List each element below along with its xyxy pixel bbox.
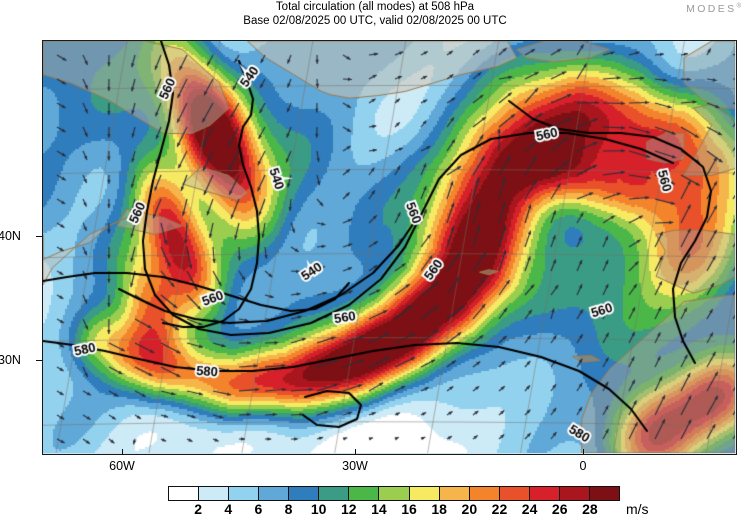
brand-text: MODES xyxy=(686,3,737,15)
colorbar-tick-18: 18 xyxy=(431,501,447,517)
colorbar-tick-12: 12 xyxy=(341,501,357,517)
colorbar-tick-16: 16 xyxy=(401,501,417,517)
colorbar-tick-2: 2 xyxy=(194,501,203,517)
y-axis-label-30n: 30N xyxy=(0,353,21,367)
y-axis-label-40n: 40N xyxy=(0,229,21,243)
chart-title-line2: Base 02/08/2025 00 UTC, valid 02/08/2025… xyxy=(243,14,507,27)
colorbar-tick-14: 14 xyxy=(371,501,387,517)
y-axis-tick xyxy=(36,236,42,238)
colorbar-swatch xyxy=(559,487,590,500)
x-axis-tick xyxy=(122,449,124,455)
colorbar-swatch xyxy=(589,487,619,500)
colorbar-tick-24: 24 xyxy=(521,501,538,517)
colorbar-tick-26: 26 xyxy=(551,501,568,517)
colorbar-swatch xyxy=(289,487,320,500)
colorbar-tick-22: 22 xyxy=(491,501,508,517)
colorbar-tick-28: 28 xyxy=(582,501,598,517)
colorbar xyxy=(168,486,620,501)
registered-mark-icon: ® xyxy=(736,3,741,10)
colorbar-swatch xyxy=(259,487,290,500)
colorbar-swatch xyxy=(469,487,500,500)
colorbar-swatch xyxy=(409,487,440,500)
colorbar-tick-8: 8 xyxy=(284,501,293,517)
colorbar-swatch xyxy=(169,487,200,500)
chart-title-block: Total circulation (all modes) at 508 hPa… xyxy=(0,1,750,28)
colorbar-tick-20: 20 xyxy=(461,501,478,517)
colorbar-units-label: m/s xyxy=(626,501,649,517)
colorbar-swatch xyxy=(379,487,410,500)
colorbar-tick-6: 6 xyxy=(254,501,263,517)
x-axis-tick xyxy=(355,449,357,455)
x-axis-label-0: 0 xyxy=(579,459,587,473)
colorbar-swatch xyxy=(229,487,260,500)
weather-map-canvas xyxy=(43,41,735,453)
x-axis-label-60w: 60W xyxy=(109,459,135,473)
colorbar-swatch xyxy=(439,487,470,500)
modes-brand-logo: MODES® xyxy=(686,3,741,15)
map-plot-area xyxy=(42,40,737,455)
colorbar-swatch xyxy=(199,487,230,500)
x-axis-tick xyxy=(583,449,585,455)
colorbar-swatch xyxy=(529,487,560,500)
colorbar-swatch xyxy=(349,487,380,500)
colorbar-swatch xyxy=(319,487,350,500)
colorbar-swatch xyxy=(499,487,530,500)
y-axis-tick xyxy=(36,360,42,362)
x-axis-label-30w: 30W xyxy=(342,459,368,473)
colorbar-tick-4: 4 xyxy=(224,501,233,517)
chart-title-line1: Total circulation (all modes) at 508 hPa xyxy=(275,1,475,13)
colorbar-tick-10: 10 xyxy=(310,501,327,517)
